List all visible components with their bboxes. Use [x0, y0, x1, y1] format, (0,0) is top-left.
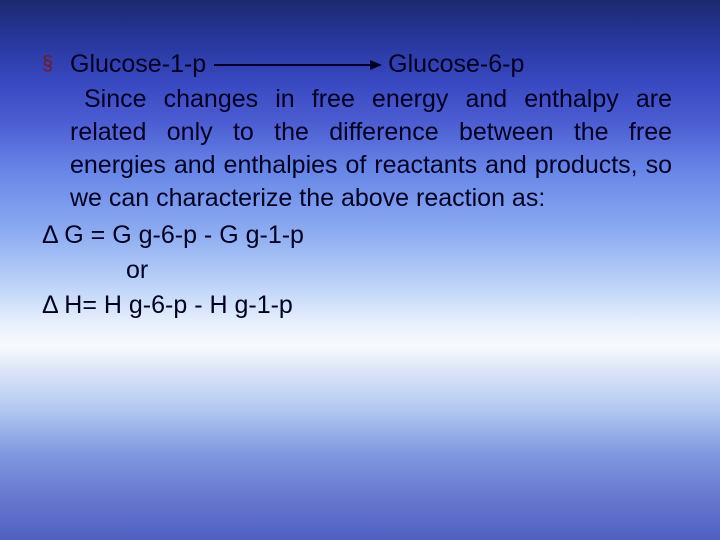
or-label: or — [42, 254, 678, 287]
arrow-head-icon — [370, 60, 382, 70]
arrow-line — [214, 64, 370, 66]
eq2-sub2: g-1-p — [234, 291, 292, 319]
slide-content: § Glucose-1-p Glucose-6-p Since changes … — [42, 48, 678, 322]
eq1-mid: - G — [197, 221, 246, 249]
reaction-line: § Glucose-1-p Glucose-6-p — [42, 48, 678, 81]
product-label: Glucose-6-p — [388, 48, 524, 81]
eq1-sub2: g-1-p — [246, 221, 304, 249]
equation-delta-g: Δ G = G g-6-p - G g-1-p — [42, 219, 678, 252]
equation-delta-h: Δ H= H g-6-p - H g-1-p — [42, 289, 678, 322]
eq1-lhs: Δ G = G — [42, 221, 139, 249]
reaction-arrow-icon — [214, 60, 382, 70]
bullet-icon: § — [42, 51, 58, 77]
body-text: Since changes in free energy and enthalp… — [70, 85, 672, 212]
eq2-sub1: g-6-p — [129, 291, 187, 319]
eq1-sub1: g-6-p — [139, 221, 197, 249]
eq2-mid: - H — [187, 291, 234, 319]
eq2-lhs: Δ H= H — [42, 291, 129, 319]
reactant-label: Glucose-1-p — [70, 48, 206, 81]
slide-container: § Glucose-1-p Glucose-6-p Since changes … — [0, 0, 720, 540]
body-paragraph: Since changes in free energy and enthalp… — [42, 83, 678, 215]
